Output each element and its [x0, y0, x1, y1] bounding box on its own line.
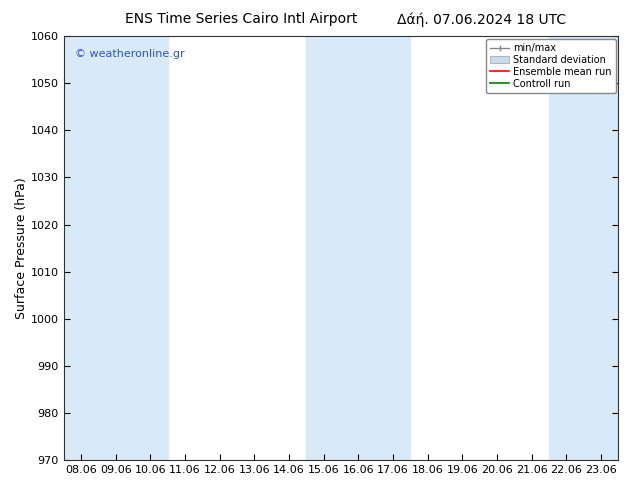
Y-axis label: Surface Pressure (hPa): Surface Pressure (hPa) — [15, 177, 28, 319]
Text: © weatheronline.gr: © weatheronline.gr — [75, 49, 184, 59]
Legend: min/max, Standard deviation, Ensemble mean run, Controll run: min/max, Standard deviation, Ensemble me… — [486, 39, 616, 93]
Text: Δάή. 07.06.2024 18 UTC: Δάή. 07.06.2024 18 UTC — [398, 12, 566, 27]
Bar — [306, 36, 410, 460]
Text: ENS Time Series Cairo Intl Airport: ENS Time Series Cairo Intl Airport — [125, 12, 357, 26]
Bar — [64, 36, 168, 460]
Bar — [549, 36, 619, 460]
